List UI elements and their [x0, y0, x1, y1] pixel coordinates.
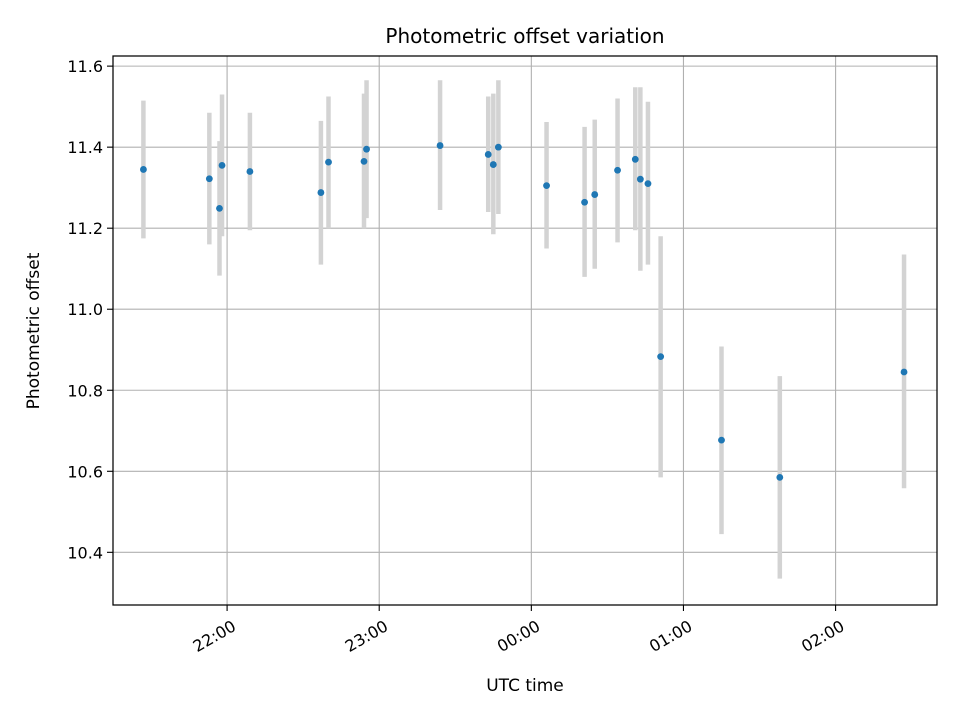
data-point	[216, 204, 223, 212]
y-axis-ticks: 10.4 10.6 10.8 11.0 11.2 11.4 11.6	[67, 57, 113, 562]
data-point	[657, 353, 665, 361]
y-tick-label: 11.2	[67, 219, 103, 238]
data-point	[718, 436, 725, 444]
data-point	[636, 175, 644, 183]
y-tick-label: 10.4	[67, 543, 103, 562]
plot-frame	[112, 55, 938, 606]
y-tick-label: 11.0	[67, 300, 103, 319]
data-point	[489, 161, 497, 168]
y-tick-label: 10.8	[67, 381, 103, 400]
data-point	[631, 155, 639, 163]
data-point	[591, 191, 599, 198]
chart-title: Photometric offset variation	[385, 24, 664, 48]
data-point	[436, 142, 444, 149]
data-point	[644, 180, 652, 188]
data-point	[140, 166, 147, 173]
data-point	[360, 157, 368, 165]
y-tick-label: 10.6	[67, 462, 103, 481]
data-point	[363, 145, 370, 153]
data-point	[543, 182, 550, 190]
data-point	[246, 168, 254, 175]
y-axis-title: Photometric offset	[24, 252, 44, 409]
data-point	[325, 158, 332, 166]
data-point	[900, 368, 908, 376]
data-points	[140, 142, 908, 481]
data-point	[776, 473, 784, 481]
y-tick-label: 11.4	[67, 138, 103, 157]
data-point	[581, 198, 588, 206]
data-point	[317, 189, 325, 196]
x-axis-title: UTC time	[486, 676, 564, 696]
y-tick-label: 11.6	[67, 57, 103, 76]
data-point	[484, 151, 492, 158]
grid	[113, 56, 937, 605]
data-point	[494, 143, 502, 151]
data-point	[218, 161, 226, 169]
data-point	[205, 175, 213, 183]
data-point	[614, 166, 621, 174]
